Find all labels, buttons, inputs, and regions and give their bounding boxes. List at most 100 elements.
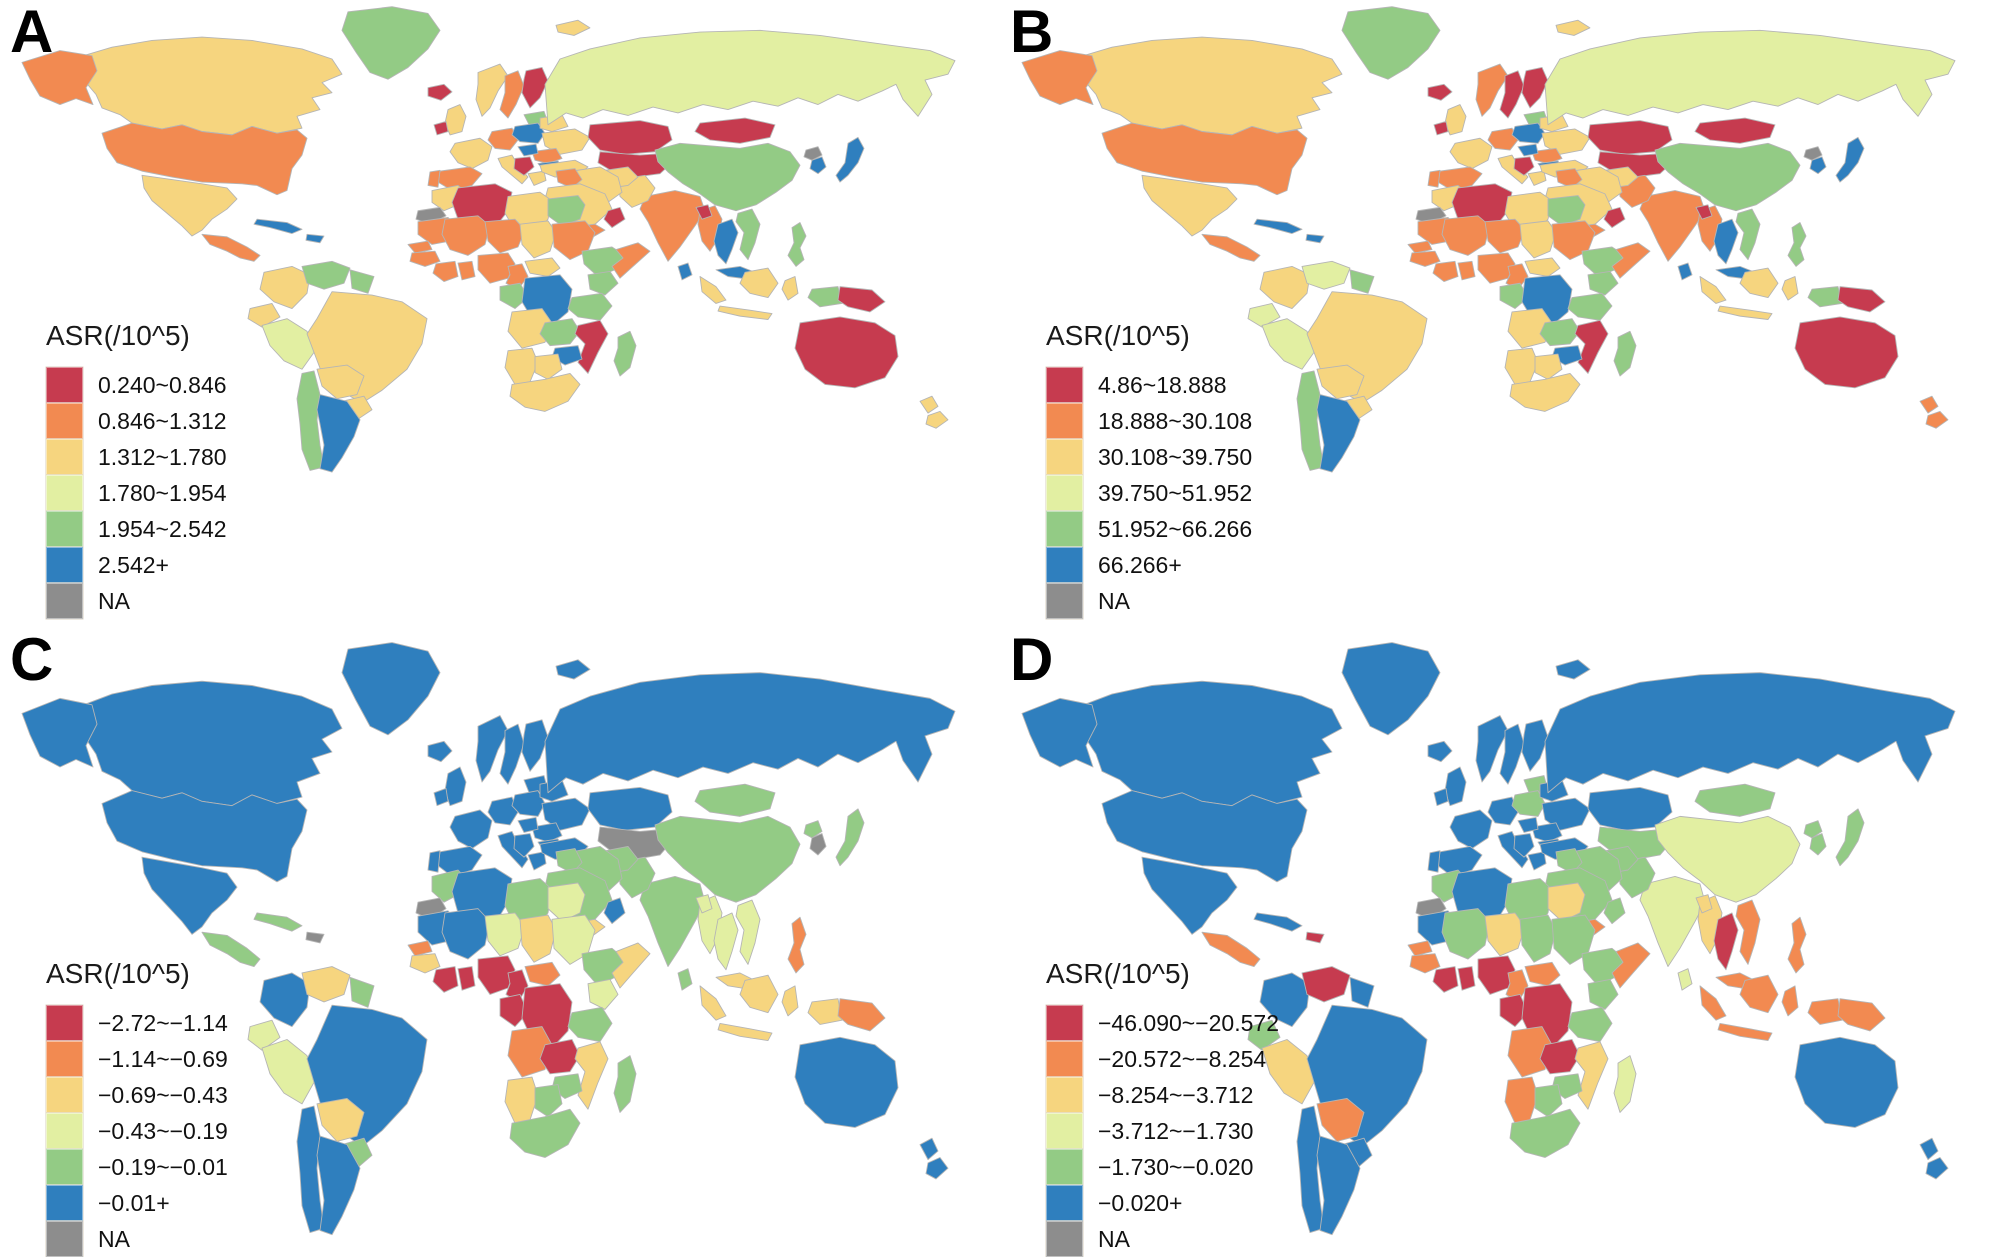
- country-tanzania: [568, 293, 612, 320]
- country-kenya: [588, 979, 618, 1009]
- country-ghana: [1458, 967, 1475, 991]
- country-sweden: [1500, 71, 1524, 118]
- legend-row: −46.090~−20.572: [1046, 1005, 1279, 1041]
- country-sumatra: [1700, 986, 1726, 1020]
- country-centralamerica: [202, 932, 260, 966]
- country-centralamerica: [1202, 932, 1260, 966]
- country-srilanka: [1678, 969, 1692, 990]
- country-cuba: [1254, 913, 1302, 931]
- country-colombia: [1260, 973, 1310, 1027]
- legend-row: −0.01+: [46, 1185, 228, 1221]
- country-mexico: [142, 175, 237, 236]
- country-egypt: [548, 883, 585, 922]
- country-cuba: [254, 913, 302, 931]
- country-svalbard: [556, 20, 590, 35]
- legend-title: ASR(/10^5): [1046, 320, 1190, 351]
- legend-swatch-red: [1046, 367, 1083, 403]
- country-mongolia: [1695, 118, 1775, 143]
- legend-swatch-blue: [1046, 1185, 1083, 1221]
- legend-label: −0.020+: [1098, 1189, 1183, 1216]
- country-ireland: [1434, 121, 1448, 134]
- legend-row: 51.952~66.266: [1046, 511, 1252, 547]
- country-newzealand: [920, 396, 948, 428]
- country-southafrica: [1510, 373, 1580, 411]
- country-java: [718, 1023, 772, 1040]
- country-car: [525, 258, 560, 277]
- country-alaska: [1022, 698, 1097, 767]
- country-hispaniola: [1306, 234, 1324, 242]
- country-canada: [78, 681, 342, 805]
- map-layer: [1022, 7, 1955, 472]
- country-somalia: [1612, 943, 1650, 988]
- country-ivorycoast: [433, 261, 458, 281]
- country-italy: [1498, 155, 1528, 184]
- country-srilanka: [678, 263, 692, 280]
- country-botswana: [1535, 354, 1562, 379]
- country-guinea: [410, 251, 440, 266]
- legend-swatch-na: [1046, 1221, 1083, 1257]
- country-png: [838, 999, 885, 1031]
- legend-label: 18.888~30.108: [1098, 407, 1253, 434]
- country-bangladesh: [1696, 205, 1712, 219]
- country-russia: [545, 673, 955, 793]
- legend-label: −46.090~−20.572: [1098, 1009, 1279, 1036]
- country-borneo: [740, 975, 778, 1013]
- country-hispaniola: [306, 234, 324, 242]
- country-northkorea: [1804, 147, 1822, 160]
- country-westpapua: [1808, 999, 1842, 1025]
- country-ukraine: [1542, 798, 1590, 830]
- country-finland: [1522, 720, 1548, 771]
- legend-label: 66.266+: [1098, 551, 1182, 578]
- legend-title: ASR(/10^5): [46, 320, 190, 351]
- legend-label: NA: [98, 587, 130, 614]
- country-thailand: [1714, 219, 1738, 264]
- country-ivorycoast: [1433, 261, 1458, 281]
- legend-swatch-green: [1046, 511, 1083, 547]
- panel-label-a: A: [10, 0, 55, 65]
- country-portugal: [428, 170, 440, 187]
- country-china: [1655, 816, 1800, 902]
- panel-c: C ASR(/10^5) −2.72~−1.14 −1.14~−0.69 −0.69…: [0, 628, 1000, 1257]
- country-japan: [1836, 137, 1864, 182]
- legend-row: NA: [1046, 1221, 1279, 1257]
- country-somalia: [612, 243, 650, 278]
- country-thailand: [714, 913, 738, 970]
- country-peru: [262, 1039, 314, 1103]
- country-gaboncongo: [500, 283, 528, 308]
- country-namibia: [1505, 1077, 1538, 1123]
- country-srilanka: [1678, 263, 1692, 280]
- country-oman: [604, 898, 625, 924]
- country-finland: [522, 67, 548, 107]
- country-mexico: [142, 857, 237, 934]
- legend-label: NA: [98, 1225, 130, 1252]
- country-greenland: [1342, 7, 1440, 79]
- legend-rows: −46.090~−20.572 −20.572~−8.254 −8.254~−3.7…: [1046, 1005, 1279, 1257]
- country-chad: [520, 221, 556, 258]
- country-russia: [1545, 673, 1955, 793]
- country-iraq: [1556, 849, 1582, 874]
- country-guyanas: [1350, 977, 1374, 1007]
- country-ecuador: [1248, 1020, 1280, 1050]
- legend-label: −1.730~−0.020: [1098, 1153, 1254, 1180]
- country-botswana: [1535, 1085, 1562, 1117]
- country-vietnam: [736, 900, 760, 964]
- legend-row: −8.254~−3.712: [1046, 1077, 1279, 1113]
- country-canada: [1078, 681, 1342, 805]
- legend-label: −8.254~−3.712: [1098, 1081, 1254, 1108]
- legend-row: 4.86~18.888: [1046, 367, 1252, 403]
- country-sweden: [500, 71, 524, 118]
- country-korea: [1810, 157, 1826, 174]
- world-map-c: [0, 628, 1000, 1257]
- country-japan: [836, 809, 864, 866]
- country-bangladesh: [696, 205, 712, 219]
- legend-swatch-green: [46, 1149, 83, 1185]
- country-southafrica: [510, 373, 580, 411]
- country-germany: [488, 797, 518, 825]
- country-mali: [1442, 909, 1490, 959]
- country-italy: [1498, 831, 1528, 867]
- country-cuba: [1254, 219, 1302, 233]
- country-japan: [1836, 809, 1864, 866]
- country-korea: [810, 157, 826, 174]
- country-norway: [476, 64, 508, 116]
